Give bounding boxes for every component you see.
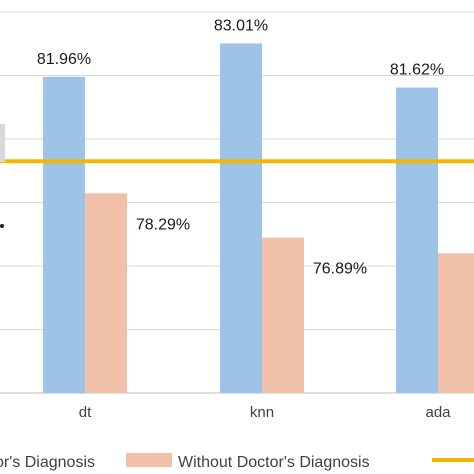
bar-with-ada (396, 87, 438, 393)
data-label-without-knn: 76.89% (313, 261, 367, 278)
legend-swatch-reference (432, 458, 474, 462)
legend-label-without: Without Doctor's Diagnosis (178, 454, 370, 471)
data-labels: 81.96%83.01%81.62%78.29%76.89%76.40% (37, 17, 444, 278)
bar-with-knn (220, 43, 262, 394)
cropped-marker-dot (0, 224, 4, 228)
bar-without-knn (262, 237, 304, 393)
bar-with-dt (43, 76, 85, 394)
legend-label-with: With Doctor's Diagnosis (0, 454, 95, 471)
x-tick-label-ada: ada (425, 404, 451, 421)
legend-swatch-without (126, 453, 172, 467)
bars (43, 43, 474, 394)
legend: With Doctor's Diagnosis Without Doctor's … (0, 453, 474, 471)
x-tick-label-dt: dt (79, 404, 92, 421)
cropped-left-decorations (0, 124, 5, 228)
bar-without-ada (438, 253, 474, 393)
data-label-without-dt: 78.29% (136, 216, 190, 233)
data-label-with-ada: 81.62% (390, 62, 444, 79)
data-label-with-dt: 81.96% (37, 51, 91, 68)
x-tick-label-knn: knn (250, 404, 274, 421)
cropped-axis-tab (0, 124, 5, 162)
bar-without-dt (85, 193, 127, 393)
x-axis-tick-labels: dt knn ada (79, 404, 451, 421)
data-label-with-knn: 83.01% (214, 17, 268, 34)
